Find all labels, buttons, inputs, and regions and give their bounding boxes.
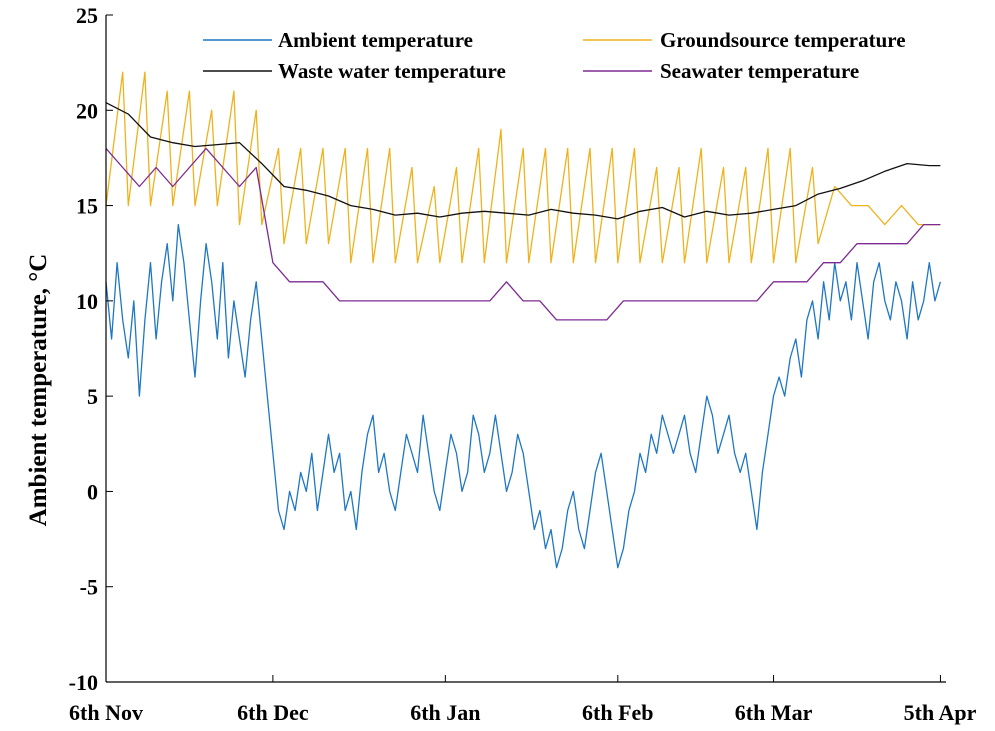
series-line-seawater-temperature [105,147,941,321]
ticks-layer: -10 -5 0 5 10 15 20 25 6th Nov 6th Dec 6th Jan 6th … [69,3,977,725]
series-layer [105,71,942,569]
series-line-groundsource-temperature [105,71,941,264]
legend: Ambient temperature Groundsource tempera… [203,28,906,83]
legend-label-groundsource: Groundsource temperature [660,28,906,52]
y-axis-title-text: Ambient temperature, [25,288,52,526]
axes-layer [105,15,946,683]
y-tick-label: 10 [76,289,98,314]
y-tick-label: 25 [76,3,98,28]
x-tick-label: 5th Apr [904,700,977,725]
y-tick-label: 15 [76,194,98,219]
y-tick-label: 5 [87,384,98,409]
x-tick-label: 6th Feb [582,700,654,725]
series-line-ambient-temperature [105,223,942,569]
legend-label-ambient: Ambient temperature [278,28,473,52]
y-axis-title: Ambient temperature, °C [25,254,52,527]
x-tick-label: 6th Dec [237,700,309,725]
y-tick-label: 0 [87,479,98,504]
y-axis-title-unit: °C [25,254,52,282]
y-tick-label: -5 [80,575,98,600]
y-tick-label: -10 [69,670,98,695]
x-tick-label: 6th Jan [410,700,480,725]
y-tick-label: 20 [76,98,98,123]
legend-label-seawater: Seawater temperature [660,59,859,83]
legend-label-wastewater: Waste water temperature [278,59,506,83]
x-tick-label: 6th Mar [735,700,813,725]
x-tick-label: 6th Nov [69,700,143,725]
series-line-waste-water-temperature [105,102,941,220]
